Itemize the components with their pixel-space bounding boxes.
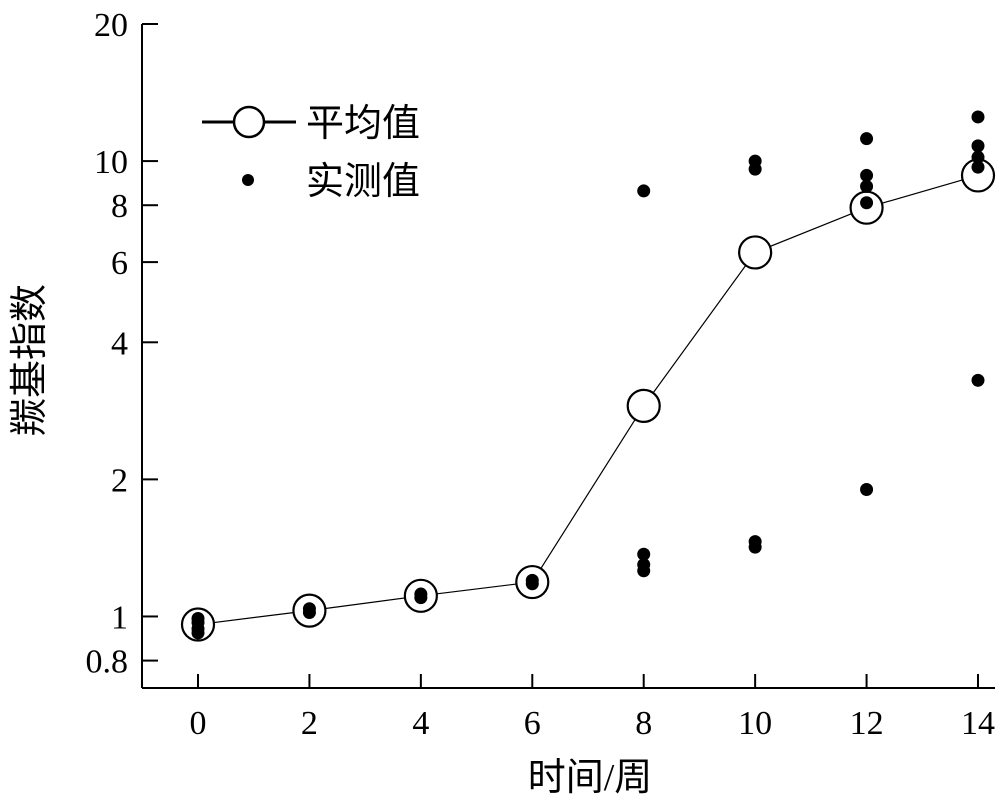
measured-point bbox=[971, 110, 985, 124]
y-tick-label: 1 bbox=[111, 599, 128, 636]
measured-point bbox=[191, 611, 205, 625]
legend-measured-label: 实测值 bbox=[306, 161, 420, 203]
x-tick-label: 8 bbox=[635, 705, 652, 742]
legend: 平均值 实测值 bbox=[202, 103, 420, 203]
y-tick-label: 6 bbox=[111, 245, 128, 282]
legend-measured-marker bbox=[242, 174, 254, 186]
mean-point bbox=[738, 235, 773, 270]
mean-point bbox=[626, 388, 661, 423]
x-tick-label: 6 bbox=[524, 705, 541, 742]
measured-point bbox=[971, 139, 985, 153]
y-tick-label: 2 bbox=[111, 462, 128, 499]
measured-points bbox=[191, 110, 985, 640]
mean-series-line bbox=[197, 174, 979, 626]
measured-point bbox=[748, 154, 762, 168]
x-tick-label: 14 bbox=[961, 705, 995, 742]
y-tick-label: 4 bbox=[111, 325, 128, 362]
measured-point bbox=[637, 558, 651, 572]
measured-point bbox=[971, 150, 985, 164]
measured-point bbox=[637, 184, 651, 198]
x-tick-label: 12 bbox=[850, 705, 884, 742]
measured-point bbox=[860, 179, 874, 193]
x-tick-label: 2 bbox=[301, 705, 318, 742]
mean-line-layer bbox=[197, 174, 979, 626]
y-axis-label: 羰基指数 bbox=[9, 284, 51, 436]
y-tick-label: 0.8 bbox=[86, 644, 129, 681]
x-tick-label: 4 bbox=[412, 705, 429, 742]
measured-point bbox=[302, 602, 316, 616]
measured-point bbox=[525, 573, 539, 587]
legend-mean-label: 平均值 bbox=[306, 103, 420, 145]
y-tick-label: 20 bbox=[94, 7, 128, 44]
measured-point bbox=[414, 587, 428, 601]
x-tick-label: 0 bbox=[190, 705, 207, 742]
x-tick-label: 10 bbox=[738, 705, 772, 742]
measured-point bbox=[637, 547, 651, 561]
legend-mean-marker bbox=[232, 105, 266, 139]
measured-point bbox=[971, 373, 985, 387]
measured-point bbox=[860, 132, 874, 146]
measured-point bbox=[971, 160, 985, 174]
x-axis-label: 时间/周 bbox=[528, 757, 653, 799]
y-tick-label: 10 bbox=[94, 144, 128, 181]
mean-markers bbox=[180, 158, 996, 642]
measured-point bbox=[860, 196, 874, 210]
measured-point bbox=[748, 535, 762, 549]
measured-point bbox=[860, 168, 874, 182]
measured-point bbox=[860, 483, 874, 497]
y-tick-label: 8 bbox=[111, 188, 128, 225]
